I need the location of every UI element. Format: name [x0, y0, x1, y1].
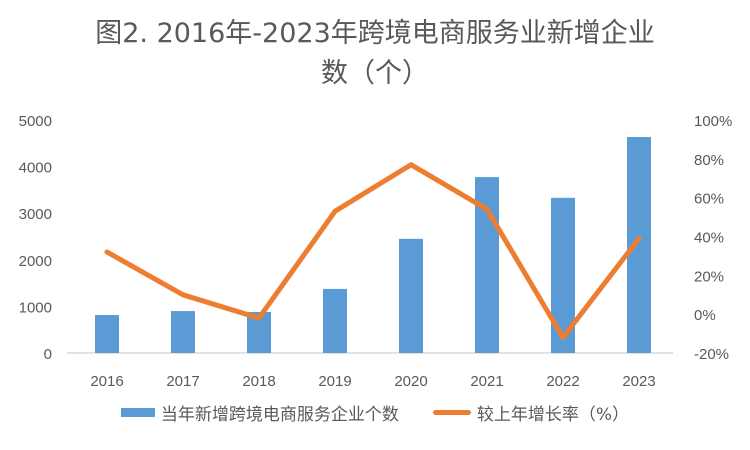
chart-title: 图2. 2016年-2023年跨境电商服务业新增企业 数（个） — [0, 14, 750, 94]
left-axis-tick: 1000 — [19, 299, 52, 316]
legend-line-label: 较上年增长率（%） — [476, 405, 630, 425]
chart-title-line-1: 图2. 2016年-2023年跨境电商服务业新增企业 — [95, 18, 655, 49]
line-swatch-icon — [432, 410, 471, 415]
bar-2023 — [627, 137, 651, 353]
bar-2017 — [171, 311, 195, 353]
right-axis-tick: 0% — [694, 307, 716, 324]
left-y-axis: 0 1000 2000 3000 4000 5000 — [19, 113, 52, 363]
bar-2016 — [95, 315, 119, 353]
right-axis-tick: 80% — [694, 152, 724, 169]
legend-item-bar: 当年新增跨境电商服务企业个数 — [120, 400, 399, 425]
x-axis-label: 2017 — [166, 373, 199, 390]
x-axis-label: 2019 — [318, 373, 351, 390]
x-axis-label: 2022 — [546, 373, 579, 390]
chart-title-line-2: 数（个） — [321, 58, 429, 89]
x-axis-labels: 2016 2017 2018 2019 2020 2021 2022 2023 — [90, 373, 655, 390]
x-axis-label: 2021 — [470, 373, 503, 390]
right-y-axis: -20% 0% 20% 40% 60% 80% 100% — [694, 113, 732, 363]
chart-plot-area: 0 1000 2000 3000 4000 5000 -20% 0% 20% 40% 60% 80%… — [19, 113, 733, 390]
left-axis-tick: 4000 — [19, 160, 52, 177]
bar-2020 — [399, 238, 423, 353]
bar-2019 — [323, 288, 347, 353]
right-axis-tick: 60% — [694, 191, 724, 208]
left-axis-tick: 5000 — [19, 113, 52, 130]
bar-swatch-icon — [120, 408, 155, 417]
x-axis-label: 2016 — [90, 373, 123, 390]
growth-rate-line — [104, 162, 642, 340]
chart-legend: 当年新增跨境电商服务企业个数 较上年增长率（%） — [0, 400, 750, 425]
bar-series — [95, 137, 651, 353]
right-axis-tick: -20% — [694, 346, 729, 363]
left-axis-tick: 3000 — [19, 206, 52, 223]
x-axis-label: 2018 — [242, 373, 275, 390]
legend-bar-label: 当年新增跨境电商服务企业个数 — [160, 405, 399, 425]
left-axis-tick: 0 — [44, 346, 52, 363]
x-axis-label: 2020 — [394, 373, 427, 390]
x-axis-label: 2023 — [622, 373, 655, 390]
legend-item-line: 较上年增长率（%） — [432, 400, 630, 425]
right-axis-tick: 100% — [694, 113, 732, 130]
right-axis-tick: 20% — [694, 268, 724, 285]
left-axis-tick: 2000 — [19, 253, 52, 270]
right-axis-tick: 40% — [694, 230, 724, 247]
